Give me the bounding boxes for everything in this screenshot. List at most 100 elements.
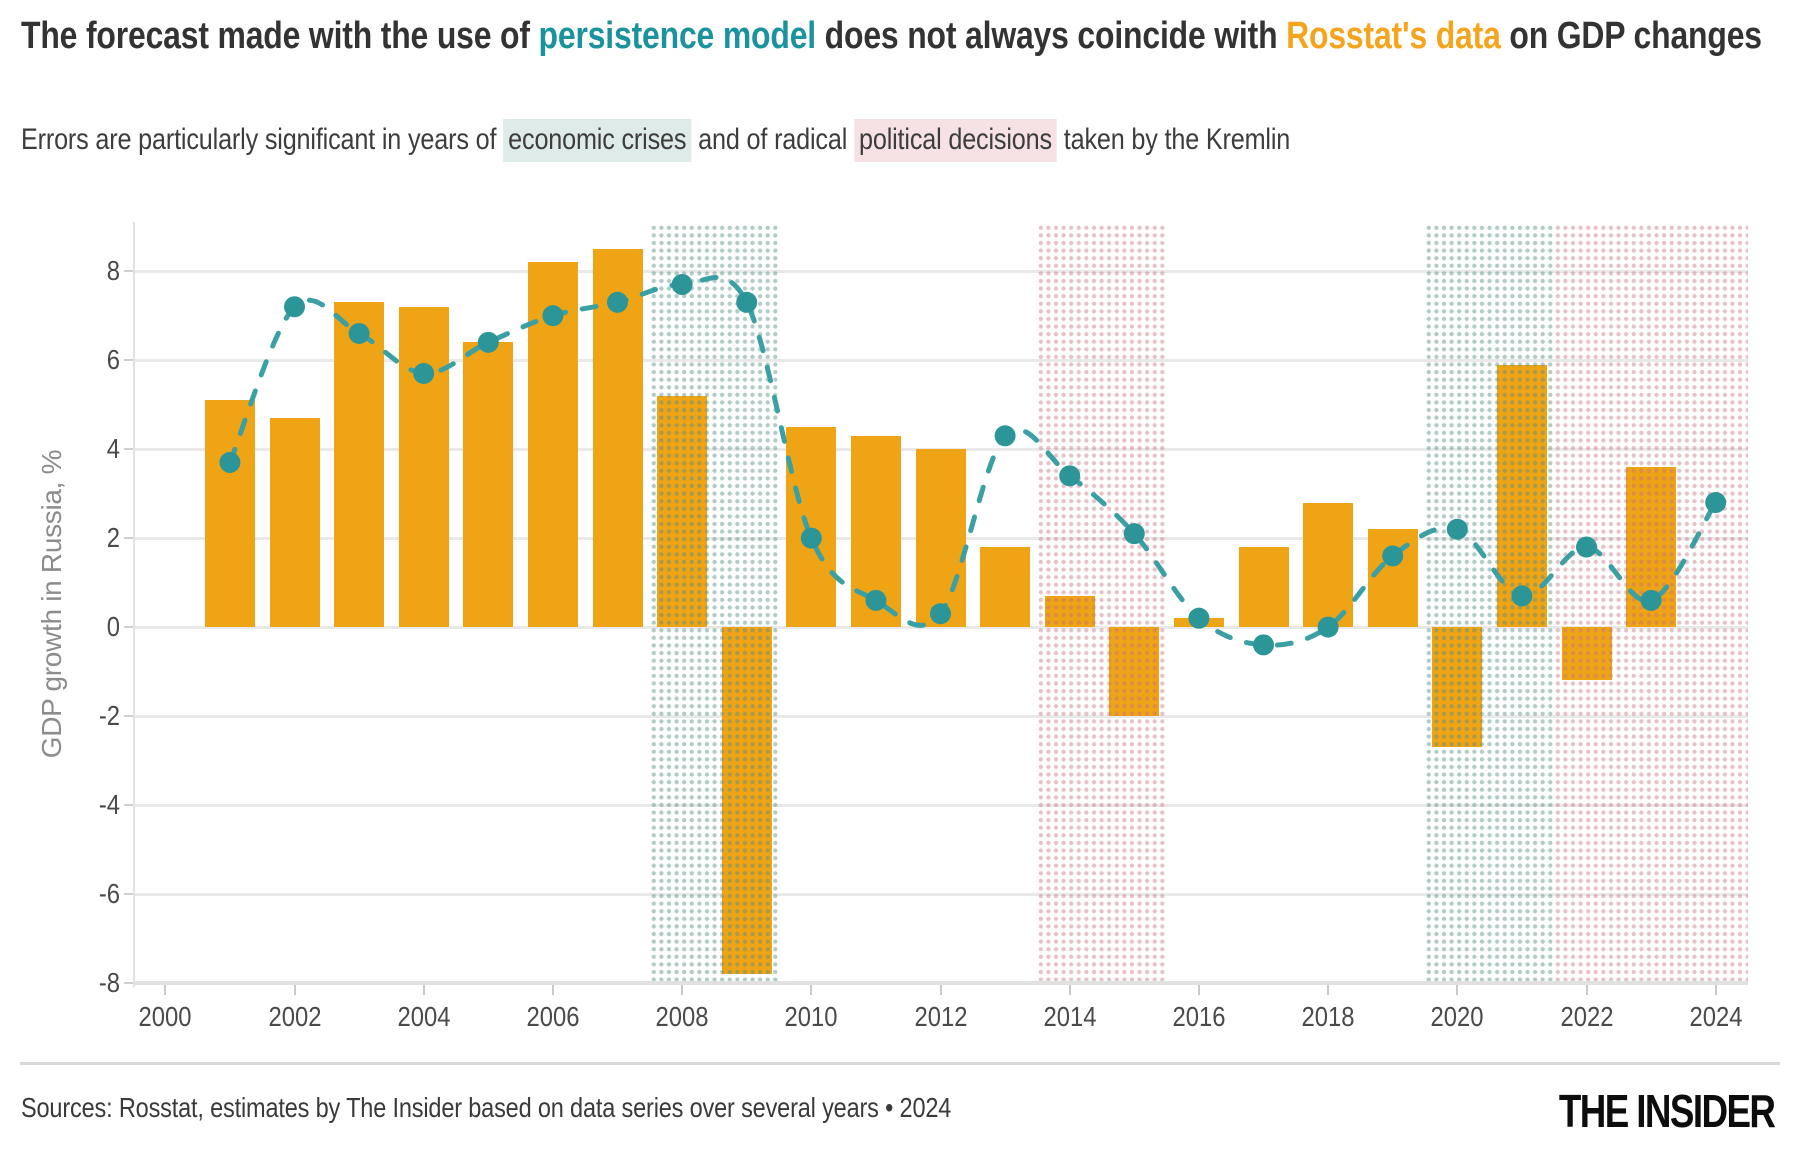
x-axis-label: 2012 [914, 1001, 967, 1032]
y-tick--6 [124, 893, 133, 896]
region-economic-crisis [649, 224, 779, 981]
x-tick-2024 [1714, 985, 1717, 995]
forecast-point-2024 [1705, 492, 1727, 514]
y-tick-4 [124, 448, 133, 451]
forecast-point-2004 [413, 362, 435, 384]
x-tick-2002 [293, 985, 296, 995]
x-axis-label: 2016 [1172, 1001, 1226, 1032]
x-axis-label: 2024 [1689, 1001, 1743, 1032]
subtitle-segment: Errors are particularly significant in y… [21, 123, 504, 156]
persistence-model-line [227, 274, 1719, 648]
subtitle-segment: taken by the Kremlin [1056, 123, 1291, 156]
y-axis-label: -4 [98, 789, 120, 821]
y-axis-title: GDP growth in Russia, % [36, 449, 67, 759]
y-axis-label: 0 [106, 611, 120, 643]
x-axis-label: 2022 [1560, 1001, 1613, 1032]
bar-2002 [269, 417, 320, 628]
x-tick-2020 [1456, 985, 1459, 995]
bar-2008 [657, 395, 708, 628]
forecast-point-2011 [865, 589, 887, 611]
y-axis-label: -6 [98, 878, 120, 910]
title-segment: does not always coincide with [815, 15, 1287, 57]
bar-2021 [1496, 364, 1547, 628]
page-title: The forecast made with the use of persis… [21, 6, 1781, 67]
x-axis-label: 2018 [1301, 1001, 1355, 1032]
title-segment: on GDP changes [1500, 15, 1762, 57]
x-tick-2010 [810, 985, 813, 995]
y-tick--2 [124, 715, 133, 718]
y-tick-2 [124, 537, 133, 540]
gridline-6 [133, 358, 1748, 362]
region-political-decision [1037, 224, 1167, 981]
y-axis-label: 2 [106, 522, 120, 554]
title-segment-rosstat-data: Rosstat's data [1286, 15, 1501, 57]
bar-2003 [334, 302, 385, 628]
forecast-point-2015 [1123, 523, 1145, 545]
forecast-point-2018 [1317, 616, 1339, 638]
forecast-point-2003 [348, 322, 370, 344]
x-tick-2018 [1327, 985, 1330, 995]
y-axis-label: 8 [106, 255, 120, 287]
y-axis-label: 6 [106, 344, 120, 376]
forecast-point-2013 [994, 425, 1016, 447]
bar-2013 [980, 546, 1031, 628]
x-axis-label: 2014 [1043, 1001, 1097, 1032]
forecast-point-2016 [1188, 607, 1210, 629]
bar-2018 [1303, 502, 1354, 628]
forecast-point-2014 [1059, 465, 1081, 487]
x-axis-label: 2008 [655, 1001, 709, 1032]
x-tick-2012 [939, 985, 942, 995]
y-axis-label: 4 [106, 433, 120, 465]
x-tick-2016 [1197, 985, 1200, 995]
x-tick-2022 [1585, 985, 1588, 995]
region-economic-crisis [1425, 224, 1555, 981]
subtitle: Errors are particularly significant in y… [21, 116, 1781, 164]
the-insider-logo: THE INSIDER [1558, 1085, 1776, 1137]
bar-2022 [1561, 627, 1612, 681]
forecast-point-2009 [736, 291, 758, 313]
forecast-point-2001 [219, 451, 241, 473]
bar-2017 [1238, 546, 1289, 628]
y-tick-6 [124, 359, 133, 362]
forecast-point-2007 [607, 291, 628, 313]
y-tick--8 [124, 982, 133, 984]
forecast-point-2008 [671, 274, 693, 296]
bar-2012 [915, 449, 966, 628]
x-axis-line [133, 981, 1748, 985]
forecast-point-2019 [1382, 545, 1404, 567]
subtitle-segment: and of radical [691, 123, 854, 156]
bar-2005 [463, 342, 514, 628]
bar-2001 [204, 400, 255, 628]
bar-2010 [786, 426, 837, 628]
forecast-point-2006 [542, 305, 564, 327]
y-tick-0 [124, 626, 133, 629]
bar-2004 [398, 306, 449, 628]
y-axis-line [133, 222, 135, 987]
forecast-point-2005 [477, 331, 499, 353]
x-axis-label: 2020 [1430, 1001, 1484, 1032]
gridline--2 [133, 714, 1748, 718]
bar-2015 [1109, 627, 1160, 717]
forecast-point-2010 [800, 527, 822, 549]
source-note: Sources: Rosstat, estimates by The Insid… [21, 1092, 952, 1123]
forecast-point-2021 [1511, 585, 1533, 607]
gridline--4 [133, 803, 1748, 807]
forecast-point-2022 [1576, 536, 1597, 558]
title-segment-persistence-model: persistence model [538, 15, 817, 57]
x-axis-label: 2002 [268, 1001, 321, 1032]
x-tick-2000 [164, 985, 167, 995]
bar-2014 [1044, 595, 1095, 628]
forecast-point-2023 [1640, 589, 1662, 611]
x-tick-2004 [422, 985, 425, 995]
subtitle-highlight-economic-crises: economic crises [503, 119, 692, 162]
forecast-point-2020 [1446, 518, 1468, 540]
gridline-0 [133, 625, 1748, 629]
y-tick-8 [124, 270, 133, 273]
bar-2009 [721, 627, 772, 975]
x-axis-label: 2004 [397, 1001, 451, 1032]
forecast-point-2012 [930, 603, 951, 625]
forecast-point-2017 [1253, 634, 1274, 656]
